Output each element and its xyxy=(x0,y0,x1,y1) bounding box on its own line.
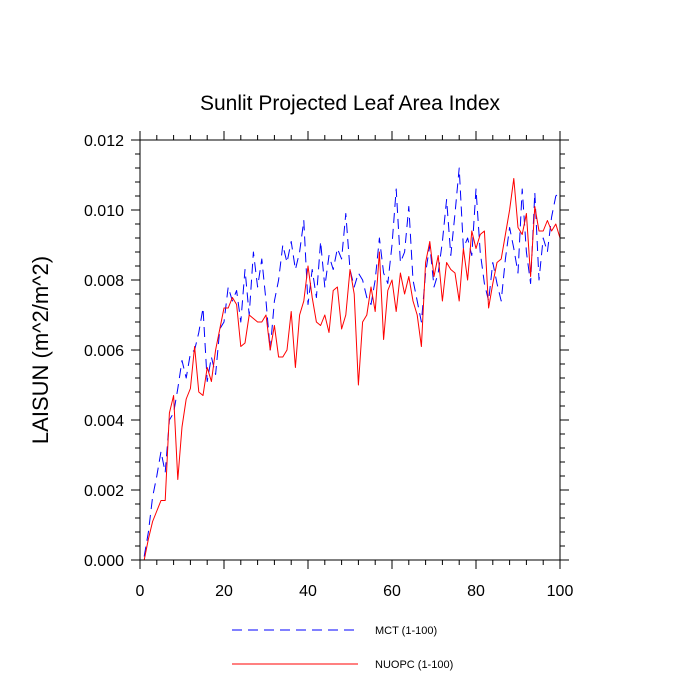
y-tick-label: 0.010 xyxy=(84,203,124,220)
y-tick-label: 0.012 xyxy=(84,133,124,150)
x-tick-label: 60 xyxy=(383,583,401,600)
x-tick-label: 80 xyxy=(467,583,485,600)
series-line-mct xyxy=(143,167,561,557)
y-tick-label: 0.002 xyxy=(84,483,124,500)
x-tick-label: 0 xyxy=(136,583,145,600)
x-tick-label: 100 xyxy=(547,583,574,600)
legend: MCT (1-100) NUOPC (1-100) xyxy=(232,625,453,671)
plot-area: 0 20 40 60 80 100 0.000 0.002 0.004 0.006 0.008 0.0… xyxy=(84,131,573,600)
y-axis-label: LAISUN (m^2/m^2) xyxy=(28,256,53,444)
legend-label-mct: MCT (1-100) xyxy=(375,625,437,637)
y-tick-label: 0.004 xyxy=(84,413,124,430)
y-tick-label: 0.006 xyxy=(84,343,124,360)
x-tick-label: 20 xyxy=(215,583,233,600)
legend-label-nuopc: NUOPC (1-100) xyxy=(375,659,453,671)
y-tick-label: 0.008 xyxy=(84,273,124,290)
chart-title: Sunlit Projected Leaf Area Index xyxy=(200,92,501,115)
x-tick-label: 40 xyxy=(299,583,317,600)
series-line-nuopc xyxy=(143,178,561,561)
plot-frame xyxy=(139,139,561,561)
y-tick-label: 0.000 xyxy=(84,553,124,570)
